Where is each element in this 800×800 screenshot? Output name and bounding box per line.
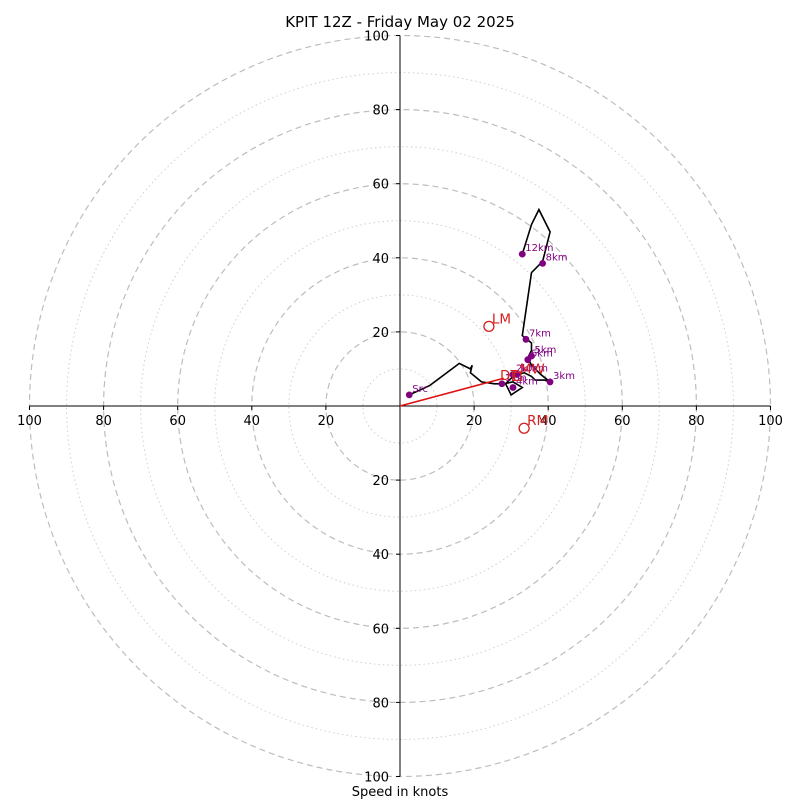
x-tick-label-left: 20	[318, 414, 335, 429]
height-marker-Src	[405, 391, 413, 399]
height-marker-label-1km: 1km	[505, 373, 527, 384]
shear-vector-label: DT	[500, 368, 519, 384]
x-tick-label-right: 100	[758, 414, 783, 429]
height-marker-7km	[522, 335, 530, 343]
height-marker-3km	[546, 378, 554, 386]
height-marker-label-Src: Src	[412, 384, 428, 395]
height-marker-label-8km: 8km	[546, 252, 568, 263]
height-marker-label-3km: 3km	[553, 371, 575, 382]
y-tick-label-bottom: 20	[372, 474, 389, 489]
height-marker-4km	[509, 384, 517, 391]
y-tick-label-top: 80	[372, 104, 389, 119]
height-marker-6km	[524, 356, 532, 364]
storm-motion-marker-RM	[518, 422, 530, 434]
x-tick-label-right: 20	[466, 414, 483, 429]
y-tick-label-bottom: 80	[372, 696, 389, 711]
storm-motion-label-RM: RM	[527, 413, 548, 429]
height-marker-label-5km: 5km	[535, 345, 557, 356]
shear-vector-line	[399, 377, 504, 407]
x-tick-label-left: 60	[169, 414, 186, 429]
height-marker-label-4km: 4km	[516, 376, 538, 387]
y-tick-label-bottom: 100	[364, 771, 389, 786]
storm-motion-marker-MW	[512, 371, 522, 381]
y-tick-label-top: 20	[372, 326, 389, 341]
y-tick-label-bottom: 60	[372, 622, 389, 637]
height-marker-1km	[498, 380, 506, 388]
y-tick-label-top: 100	[364, 30, 389, 45]
x-tick-label-left: 80	[95, 414, 112, 429]
x-tick-label-right: 80	[688, 414, 705, 429]
storm-motion-label-LM: LM	[492, 311, 511, 327]
y-tick-label-bottom: 40	[372, 548, 389, 563]
x-tick-label-right: 40	[540, 414, 557, 429]
height-marker-label-12km: 12km	[525, 243, 553, 254]
height-marker-12km	[518, 250, 526, 258]
hodograph-trace-group	[399, 207, 551, 407]
height-marker-label-7km: 7km	[529, 328, 551, 339]
y-tick-label-top: 60	[372, 178, 389, 193]
storm-motion-label-MW: MW	[520, 361, 545, 377]
height-marker-8km	[539, 259, 547, 267]
tick-labels: 100 80 60 40 20 20 40 60 80 100 100 80 60 40 20 20 40 60 8…	[17, 30, 783, 786]
height-marker-label-10km: 10km	[520, 364, 548, 375]
x-tick-label-right: 60	[614, 414, 631, 429]
height-marker-label-6km: 6km	[531, 349, 553, 360]
storm-motion-marker-LM	[483, 320, 495, 332]
height-marker-label-2km: 2km	[516, 364, 538, 375]
x-tick-label-left: 40	[244, 414, 261, 429]
y-tick-label-top: 40	[372, 252, 389, 267]
x-axis-label: Speed in knots	[352, 785, 449, 800]
chart-title: KPIT 12Z - Friday May 02 2025	[285, 13, 515, 31]
hodograph-line	[408, 207, 551, 397]
x-tick-label-left: 100	[17, 414, 42, 429]
